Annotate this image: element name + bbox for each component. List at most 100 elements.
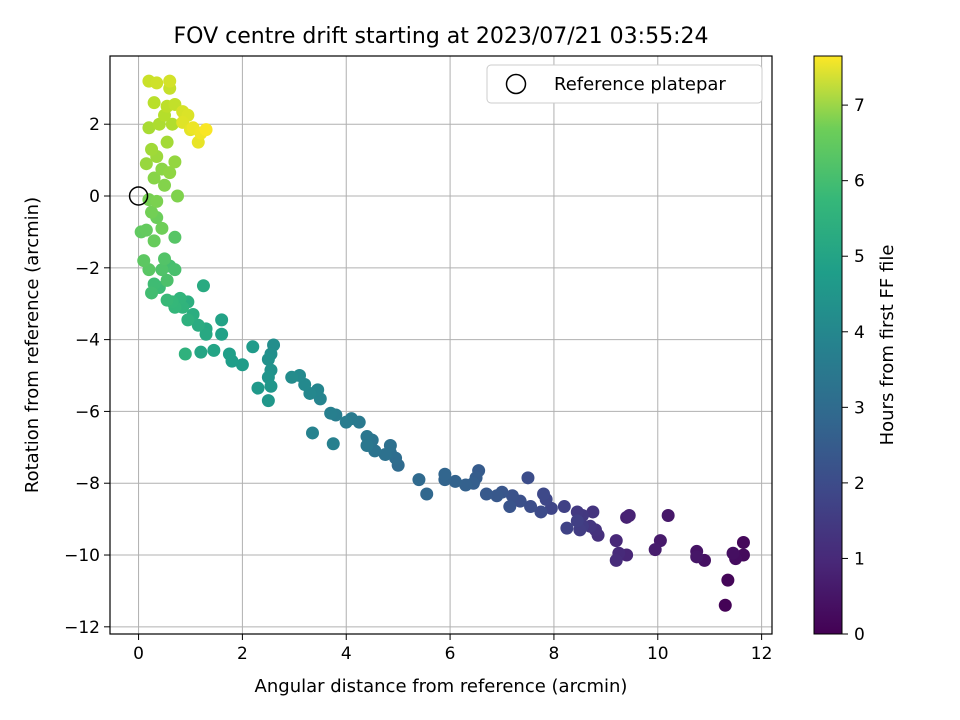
data-point <box>168 230 182 244</box>
y-tick-label: −6 <box>75 402 100 422</box>
x-tick-label: 2 <box>237 644 248 664</box>
data-point <box>199 123 213 137</box>
data-point <box>609 553 623 567</box>
data-point <box>736 535 750 549</box>
data-point <box>235 358 249 372</box>
data-point <box>150 194 164 208</box>
colorbar-tick-label: 4 <box>854 323 865 343</box>
y-tick-label: −12 <box>64 618 100 638</box>
x-tick-label: 0 <box>133 644 144 664</box>
data-point <box>251 381 265 395</box>
data-point <box>158 178 172 192</box>
x-tick-label: 4 <box>341 644 352 664</box>
data-point <box>165 117 179 131</box>
data-point <box>145 286 159 300</box>
reference-platepar-marker <box>128 186 149 206</box>
colorbar-ticks: 0 1 2 3 4 5 6 7 <box>842 96 865 645</box>
data-point <box>503 500 517 514</box>
data-point <box>285 370 299 384</box>
colorbar-label: Hours from first FF file <box>877 245 898 446</box>
data-point <box>145 142 159 156</box>
data-point <box>163 166 177 180</box>
y-tick-label: −8 <box>75 474 100 494</box>
colorbar-gradient <box>813 55 843 635</box>
data-point <box>360 439 374 453</box>
data-point <box>360 430 374 444</box>
data-point <box>305 426 319 440</box>
data-point <box>139 223 153 237</box>
data-point <box>324 406 338 420</box>
data-points <box>134 74 750 612</box>
data-point <box>199 327 213 341</box>
colorbar: 0 1 2 3 4 5 6 7 Hours from first FF file <box>813 55 898 645</box>
data-point <box>534 505 548 519</box>
data-point <box>139 157 153 171</box>
data-point <box>137 254 151 268</box>
data-point <box>222 347 236 361</box>
x-axis-ticks: 0 2 4 6 8 10 12 <box>133 634 772 664</box>
data-point <box>261 394 275 408</box>
data-point <box>194 345 208 359</box>
data-point <box>524 500 538 514</box>
data-point <box>160 293 174 307</box>
data-point <box>557 500 571 514</box>
legend: Reference platepar <box>486 64 763 104</box>
x-tick-label: 8 <box>549 644 560 664</box>
colorbar-tick-label: 3 <box>854 398 865 418</box>
y-tick-label: −4 <box>75 331 100 351</box>
data-point <box>147 171 161 185</box>
data-point <box>661 509 675 523</box>
colorbar-tick-label: 5 <box>854 247 865 267</box>
x-tick-label: 6 <box>445 644 456 664</box>
data-point <box>490 489 504 503</box>
data-point <box>160 135 174 149</box>
data-point <box>378 447 392 461</box>
data-point <box>622 509 636 523</box>
data-point <box>196 279 210 293</box>
data-point <box>178 347 192 361</box>
y-tick-label: 0 <box>89 187 100 207</box>
data-point <box>168 263 182 277</box>
data-point <box>181 313 195 327</box>
data-point <box>570 514 584 528</box>
data-point <box>158 252 172 266</box>
data-point <box>246 340 260 354</box>
y-axis-label: Rotation from reference (arcmin) <box>22 197 43 493</box>
legend-entry: Reference platepar <box>554 74 726 95</box>
data-point <box>448 474 462 488</box>
colorbar-tick-label: 2 <box>854 474 865 494</box>
data-point <box>609 534 623 548</box>
data-point <box>207 343 221 357</box>
chart-title: FOV centre drift starting at 2023/07/21 … <box>174 24 709 49</box>
data-point <box>648 543 662 557</box>
plot-frame <box>109 55 773 635</box>
data-point <box>438 467 452 481</box>
data-point <box>170 189 184 203</box>
data-point <box>155 263 169 277</box>
data-point <box>150 76 164 90</box>
data-point <box>412 473 426 487</box>
data-point <box>142 121 156 135</box>
colorbar-tick-label: 6 <box>854 172 865 192</box>
data-point <box>721 573 735 587</box>
data-point <box>479 487 493 501</box>
data-point <box>537 487 551 501</box>
colorbar-tick-label: 1 <box>854 549 865 569</box>
colorbar-tick-label: 0 <box>854 625 865 645</box>
y-axis-ticks: −12 −10 −8 −6 −4 −2 0 2 <box>64 115 110 638</box>
data-point <box>261 352 275 366</box>
data-point <box>264 379 278 393</box>
data-point <box>147 234 161 248</box>
data-point <box>505 489 519 503</box>
data-point <box>586 505 600 519</box>
colorbar-tick-label: 7 <box>854 96 865 116</box>
data-point <box>726 546 740 560</box>
data-point <box>160 273 174 287</box>
data-point <box>718 598 732 612</box>
data-point <box>191 318 205 332</box>
x-tick-label: 10 <box>647 644 669 664</box>
data-point <box>215 313 229 327</box>
data-point <box>521 471 535 485</box>
data-point <box>459 478 473 492</box>
